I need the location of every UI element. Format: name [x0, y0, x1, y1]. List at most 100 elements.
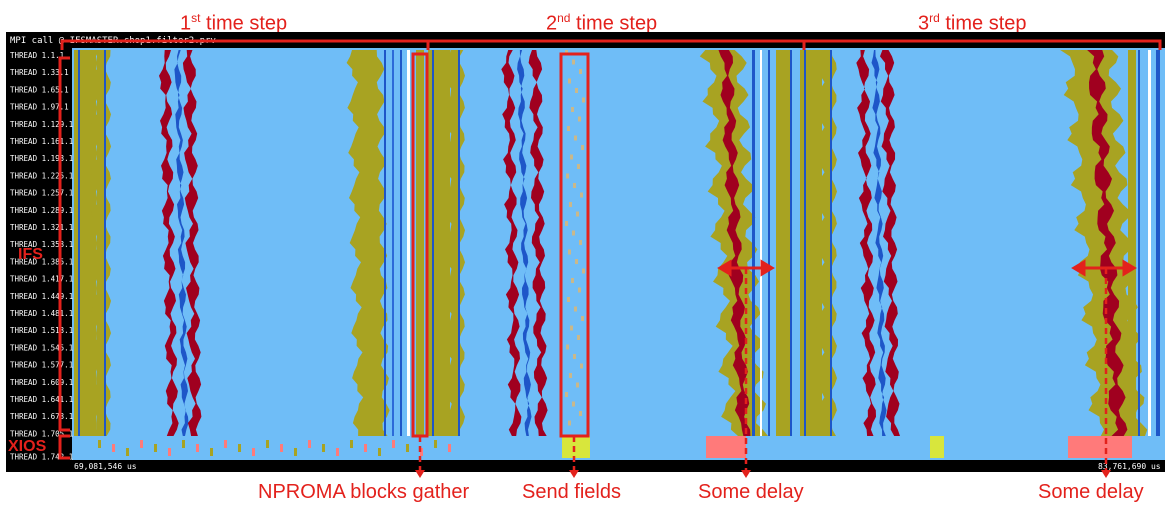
mpi-line: [760, 50, 762, 436]
mpi-line: [384, 50, 386, 436]
xios-speck: [364, 444, 367, 452]
xios-speck: [336, 448, 339, 456]
send-field-speck: [573, 183, 576, 188]
thread-label: THREAD 1.33.1: [10, 68, 69, 77]
thread-labels: THREAD 1.1.1 THREAD 1.33.1 THREAD 1.65.1 TH…: [10, 51, 73, 462]
thread-label: THREAD 1.545.1: [10, 343, 73, 352]
xios-speck: [182, 440, 185, 448]
send-field-speck: [571, 278, 574, 283]
mpi-line: [1148, 50, 1151, 436]
computation-band: [74, 50, 96, 436]
xios-speck: [378, 448, 381, 456]
thread-label: THREAD 1.161.1: [10, 137, 73, 146]
send-field-speck: [574, 306, 577, 312]
mpi-wait-streak: [1087, 50, 1128, 436]
send-field-speck: [570, 154, 573, 160]
thread-label: THREAD 1.193.1: [10, 154, 73, 163]
xios-speck: [322, 444, 325, 452]
xios-busy-block: [706, 436, 746, 458]
xios-row: [72, 436, 1165, 460]
xios-speck: [224, 440, 227, 448]
thread-label: THREAD 1.1.1: [10, 51, 64, 60]
delay-arrow-2-right-head: [1122, 259, 1137, 277]
send-field-speck: [579, 240, 582, 245]
send-field-speck: [565, 221, 568, 226]
mpi-line: [1138, 50, 1140, 436]
mpi-wait-streak: [718, 50, 751, 436]
mpi-wait-streak: [880, 50, 900, 436]
thread-label: THREAD 1.353.1: [10, 240, 73, 249]
send-field-speck: [572, 230, 575, 236]
delay-label-1: Some delay: [698, 481, 804, 503]
thread-label: THREAD 1.577.1: [10, 361, 73, 370]
mpi-send-streak: [174, 50, 189, 436]
send-field-speck: [578, 287, 581, 293]
thread-label: THREAD 1.321.1: [10, 223, 73, 232]
mpi-wait-streak: [159, 50, 179, 436]
mpi-line: [752, 50, 755, 436]
mpi-wait-streak: [856, 50, 876, 436]
xios-busy-block: [1068, 436, 1132, 458]
mpi-line: [790, 50, 792, 436]
send-field-speck: [568, 249, 571, 255]
xios-speck: [210, 448, 213, 456]
send-field-speck: [579, 69, 582, 74]
thread-label: THREAD 1.705.1: [10, 429, 73, 438]
delay-label-2: Some delay: [1038, 481, 1144, 503]
thread-label: THREAD 1.289.1: [10, 206, 73, 215]
xios-speck: [126, 448, 129, 456]
thread-label: THREAD 1.609.1: [10, 378, 73, 387]
top-bracket-line: [60, 39, 1162, 50]
xios-speck: [140, 440, 143, 448]
thread-label: THREAD 1.417.1: [10, 275, 73, 284]
ifs-bracket: [58, 56, 70, 432]
xios-speck: [154, 444, 157, 452]
gather-band: [416, 50, 424, 436]
time-step-brackets: [60, 39, 1162, 50]
send-field-speck: [566, 173, 569, 179]
mpi-line: [1156, 50, 1160, 436]
send-field-speck: [576, 211, 579, 217]
send-field-speck: [578, 116, 581, 122]
mpi-line: [407, 50, 410, 436]
xios-bracket: [58, 434, 70, 460]
mpi-line: [104, 50, 106, 436]
time-axis-end: 83,761,690 us: [1098, 462, 1161, 471]
nproma-label: NPROMA blocks gather: [258, 481, 470, 503]
time-axis-strip: [6, 460, 1165, 472]
pointer-heads: [415, 470, 1111, 478]
thread-label: THREAD 1.481.1: [10, 309, 73, 318]
time-step-2-label: 2nd time step: [546, 11, 658, 35]
xios-speck: [196, 444, 199, 452]
thread-label: THREAD 1.513.1: [10, 326, 73, 335]
mpi-line: [432, 50, 434, 436]
send-field-speck: [577, 335, 580, 340]
send-field-speck: [572, 59, 575, 65]
activity-bands: [72, 50, 1165, 460]
xios-speck: [280, 444, 283, 452]
send-field-speck: [581, 316, 584, 321]
send-field-speck: [567, 297, 570, 302]
send-field-speck: [577, 164, 580, 169]
send-field-speck: [566, 344, 569, 350]
time-axis-start: 69,081,546 us: [74, 462, 137, 471]
mpi-wait-streak: [528, 50, 548, 436]
xios-speck: [98, 440, 101, 448]
send-field-speck: [580, 192, 583, 198]
send-field-speck: [576, 382, 579, 388]
computation-band: [776, 50, 790, 436]
send-field-speck: [573, 354, 576, 359]
thread-label: THREAD 1.65.1: [10, 85, 69, 94]
xios-speck: [406, 444, 409, 452]
mpi-line: [768, 50, 770, 436]
send-field-speck: [582, 268, 585, 274]
send-field-speck: [571, 107, 574, 112]
delay-arrow-1-right-head: [760, 259, 775, 277]
computation-block: [1060, 50, 1148, 436]
thread-label: THREAD 1.641.1: [10, 395, 73, 404]
xios-speck: [448, 444, 451, 452]
mpi-line: [458, 50, 460, 436]
send-field-speck: [574, 135, 577, 141]
xios-speck: [252, 448, 255, 456]
